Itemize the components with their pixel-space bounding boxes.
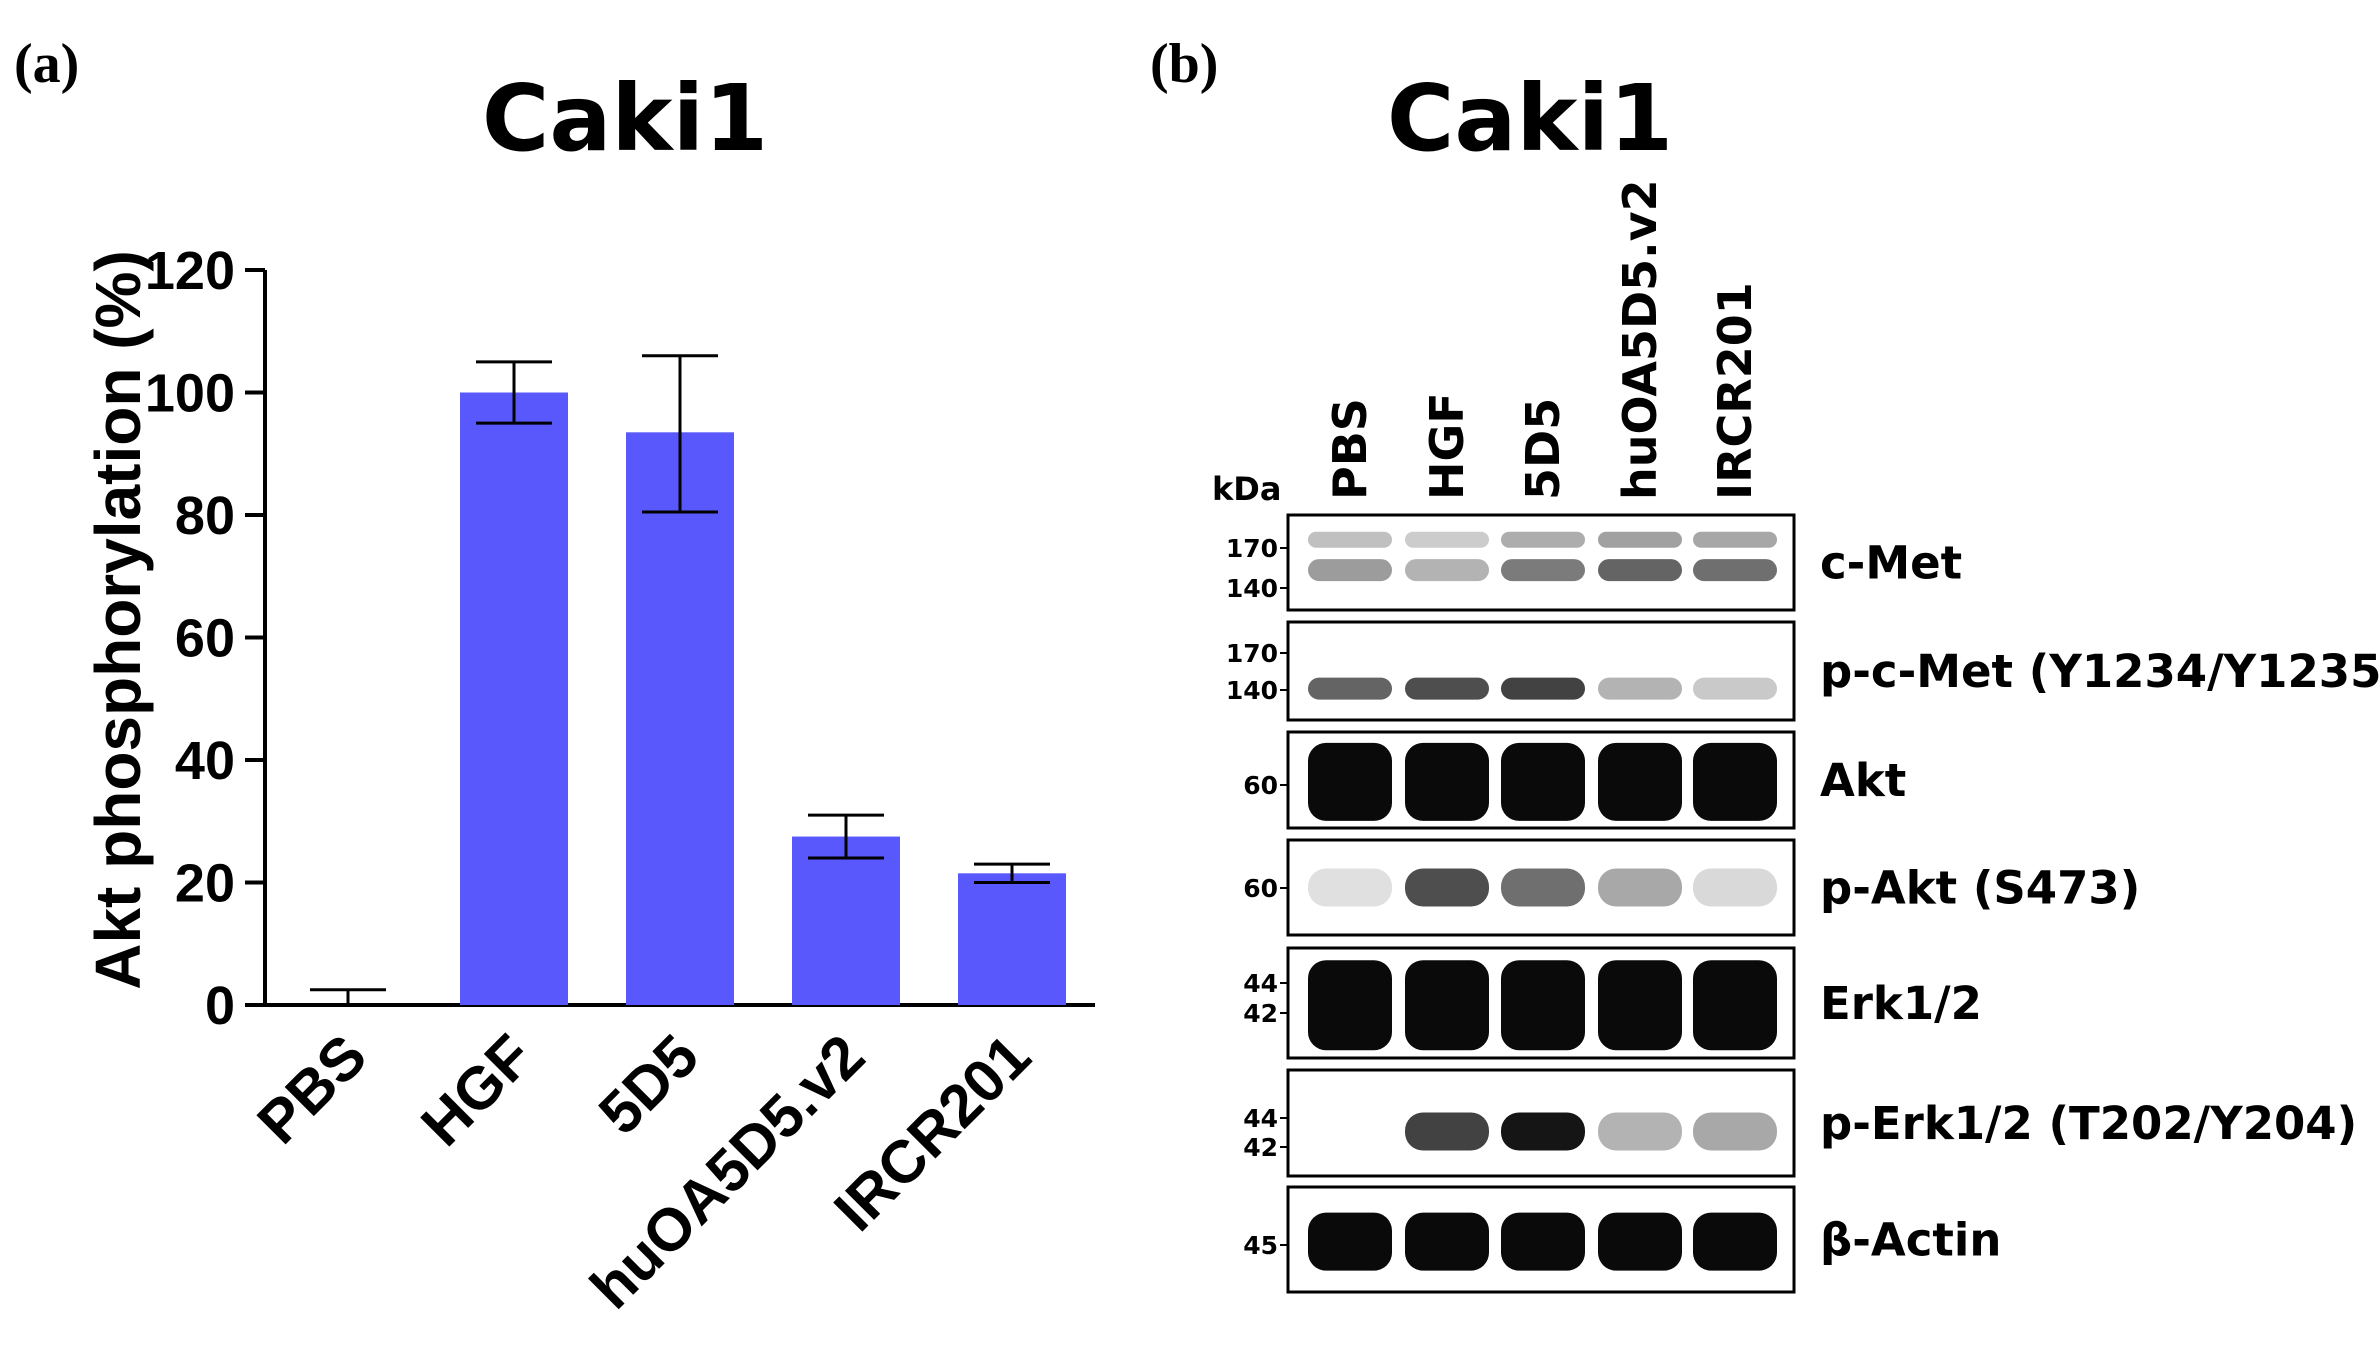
- blot-0-band-0-1: [1308, 531, 1392, 548]
- blot-3-band-0-0: [1308, 868, 1392, 907]
- blot-4-band-4-0: [1693, 960, 1777, 1051]
- blot-5-marker-42: 42: [1243, 1133, 1278, 1162]
- blot-0-protein-label: c-Met: [1820, 537, 1962, 590]
- blot-1-marker-140: 140: [1226, 676, 1278, 705]
- blot-4-band-2-0: [1501, 960, 1585, 1051]
- blot-1-band-4-0: [1693, 677, 1777, 700]
- blot-4-band-0-0: [1308, 960, 1392, 1051]
- blot-4-band-1-0: [1405, 960, 1489, 1051]
- blot-6-band-1-0: [1405, 1212, 1489, 1271]
- y-tick-label-60: 60: [175, 609, 235, 669]
- blot-1-band-0-0: [1308, 677, 1392, 700]
- x-tick-label-HGF: HGF: [408, 1022, 545, 1159]
- blot-0-marker-140: 140: [1226, 574, 1278, 603]
- blot-6-band-3-0: [1598, 1212, 1682, 1271]
- blot-6-band-4-0: [1693, 1212, 1777, 1271]
- x-tick-label-PBS: PBS: [245, 1022, 380, 1157]
- panel-b-label: (b): [1150, 33, 1218, 95]
- blot-1-band-1-0: [1405, 677, 1489, 700]
- blot-3-protein-label: p-Akt (S473): [1820, 862, 2140, 915]
- blot-0-band-3-1: [1598, 531, 1682, 548]
- kda-label: kDa: [1212, 470, 1281, 508]
- blot-0-marker-170: 170: [1226, 534, 1278, 563]
- blot-5-marker-44: 44: [1243, 1104, 1278, 1133]
- blot-5-band-4-0: [1693, 1112, 1777, 1151]
- y-tick-label-120: 120: [145, 241, 235, 301]
- blot-3-band-4-0: [1693, 868, 1777, 907]
- blot-5-band-3-0: [1598, 1112, 1682, 1151]
- y-tick-label-20: 20: [175, 854, 235, 914]
- blot-1-band-2-0: [1501, 677, 1585, 700]
- y-tick-label-0: 0: [205, 976, 235, 1036]
- blot-6-marker-45: 45: [1243, 1231, 1278, 1260]
- blot-2-protein-label: Akt: [1820, 754, 1906, 807]
- blot-0-band-0-0: [1308, 559, 1392, 582]
- blot-4-protein-label: Erk1/2: [1820, 977, 1982, 1030]
- bar-chart-title: Caki1: [482, 65, 768, 172]
- blot-3-band-2-0: [1501, 868, 1585, 907]
- lane-label-IRCR201: IRCR201: [1708, 282, 1762, 500]
- blot-1-frame: [1286, 620, 1796, 722]
- blot-3-band-3-0: [1598, 868, 1682, 907]
- blot-2-band-4-0: [1693, 742, 1777, 821]
- y-tick-label-100: 100: [145, 364, 235, 424]
- blot-title: Caki1: [1387, 65, 1673, 172]
- bar-IRCR201: [958, 873, 1066, 1005]
- blot-3-marker-60: 60: [1243, 874, 1278, 903]
- blot-0-band-2-1: [1501, 531, 1585, 548]
- bar-HGF: [460, 392, 568, 1005]
- blot-6-protein-label: β-Actin: [1820, 1214, 2001, 1267]
- blot-1-marker-170: 170: [1226, 639, 1278, 668]
- y-tick-label-40: 40: [175, 731, 235, 791]
- bar-5D5: [626, 432, 734, 1005]
- blot-2-band-1-0: [1405, 742, 1489, 821]
- western-blot: PBS HGF 5D5 huOA5D5.v2 IRCR201 170 140 c-Met 170…: [1226, 179, 2379, 1294]
- lane-label-PBS: PBS: [1323, 398, 1377, 500]
- lane-label-HGF: HGF: [1420, 392, 1474, 500]
- blot-1-band-3-0: [1598, 677, 1682, 700]
- blot-3-band-1-0: [1405, 868, 1489, 907]
- lane-label-5D5: 5D5: [1516, 398, 1570, 500]
- bar-huOA5D5.v2: [792, 836, 900, 1005]
- blot-2-marker-60: 60: [1243, 771, 1278, 800]
- blot-0-band-1-1: [1405, 531, 1489, 548]
- blot-1-protein-label: p-c-Met (Y1234/Y1235): [1820, 645, 2379, 698]
- blot-5-band-1-0: [1405, 1112, 1489, 1151]
- blot-0-band-4-1: [1693, 531, 1777, 548]
- blot-2-band-3-0: [1598, 742, 1682, 821]
- blot-0-band-1-0: [1405, 559, 1489, 582]
- blot-2-band-2-0: [1501, 742, 1585, 821]
- blot-6-band-0-0: [1308, 1212, 1392, 1271]
- blot-0-band-4-0: [1693, 559, 1777, 582]
- blot-6-band-2-0: [1501, 1212, 1585, 1271]
- blot-4-marker-42: 42: [1243, 999, 1278, 1028]
- blot-4-marker-44: 44: [1243, 969, 1278, 998]
- blot-2-band-0-0: [1308, 742, 1392, 821]
- lane-label-huOA5D5.v2: huOA5D5.v2: [1613, 179, 1667, 500]
- y-tick-label-80: 80: [175, 486, 235, 546]
- panel-a-label: (a): [14, 33, 79, 95]
- blot-4-band-3-0: [1598, 960, 1682, 1051]
- blot-0-band-2-0: [1501, 559, 1585, 582]
- x-tick-label-5D5: 5D5: [586, 1022, 711, 1147]
- blot-5-band-2-0: [1501, 1112, 1585, 1151]
- y-axis-label: Akt phosphorylation (%): [82, 250, 154, 990]
- blot-5-protein-label: p-Erk1/2 (T202/Y204): [1820, 1097, 2357, 1150]
- blot-0-band-3-0: [1598, 559, 1682, 582]
